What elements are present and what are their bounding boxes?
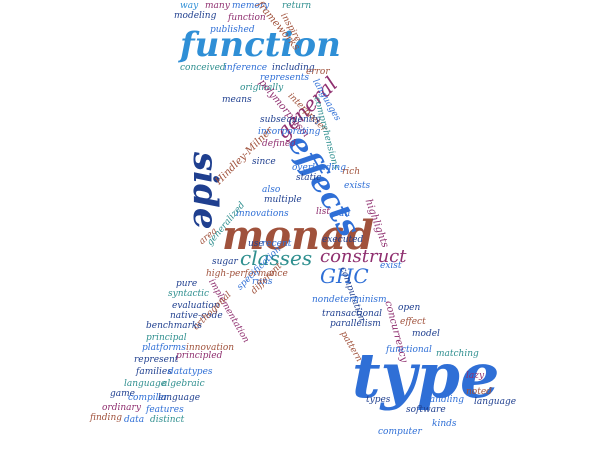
word-language: language xyxy=(158,393,201,403)
word-return: return xyxy=(282,1,312,11)
word-defined: defined xyxy=(262,139,296,149)
word-can: can xyxy=(334,209,351,219)
word-originally: originally xyxy=(240,83,284,93)
word-many: many xyxy=(205,1,230,11)
word-error: error xyxy=(306,67,330,77)
word-classes: classes xyxy=(240,246,313,270)
word-computer: computer xyxy=(378,427,422,437)
word-transactional: transactional xyxy=(322,309,383,319)
word-native-code: native-code xyxy=(170,311,223,321)
word-overloading: overloading xyxy=(292,163,346,173)
word-data: data xyxy=(124,415,145,425)
word-multiple: multiple xyxy=(264,195,302,205)
word-nondeterminism: nondeterminism xyxy=(312,295,387,305)
word-exist: exist xyxy=(380,261,402,271)
word-list: list xyxy=(316,207,330,217)
word-game: game xyxy=(110,389,135,399)
word-functional: functional xyxy=(386,345,432,355)
word-open: open xyxy=(398,303,421,313)
word-distinct: distinct xyxy=(150,415,185,425)
word-construct: construct xyxy=(320,246,407,267)
word-finding: finding xyxy=(90,413,122,423)
word-sugar: sugar xyxy=(212,257,238,267)
word-types: types xyxy=(366,395,391,405)
word-memory: memory xyxy=(232,1,270,11)
word-rich: rich xyxy=(342,167,361,177)
word-also: also xyxy=(262,185,281,195)
word-monad: monad xyxy=(222,212,374,259)
word-recent: recent xyxy=(262,239,292,249)
word-platforms: platforms xyxy=(142,343,186,353)
word-exists: exists xyxy=(344,181,371,191)
word-lazy: lazy xyxy=(466,371,485,381)
word-subsequently: subsequently xyxy=(260,115,321,125)
word-runs: runs xyxy=(252,277,273,287)
word-executed: executed xyxy=(322,235,364,245)
word-handling: handling xyxy=(424,395,465,405)
word-including: including xyxy=(272,63,315,73)
word-inference: inference xyxy=(224,63,268,73)
word-represents: represents xyxy=(260,73,309,83)
word-syntactic: syntactic xyxy=(168,289,210,299)
word-incorporating: incorporating xyxy=(258,127,321,137)
word-since: since xyxy=(252,157,276,167)
word-function: function xyxy=(180,25,341,65)
word-represent: represent xyxy=(134,355,179,365)
word-datatypes: datatypes xyxy=(168,367,213,377)
word-compiler: compiler xyxy=(128,393,169,403)
word-software: software xyxy=(406,405,446,415)
word-way: way xyxy=(180,1,199,11)
word-ghc: GHC xyxy=(320,264,369,288)
word-high-performance: high-performance xyxy=(206,269,288,279)
word-algebraic: algebraic xyxy=(162,379,205,389)
word-language: language xyxy=(474,397,517,407)
word-conceived: conceived xyxy=(180,63,226,73)
word-features: features xyxy=(146,405,184,415)
word-matching: matching xyxy=(436,349,479,359)
word-principled: principled xyxy=(176,351,223,361)
word-means: means xyxy=(222,95,252,105)
word-modeling: modeling xyxy=(174,11,217,21)
word-parallelism: parallelism xyxy=(330,319,381,329)
word-families: families xyxy=(136,367,172,377)
word-evaluation: evaluation xyxy=(172,301,220,311)
word-side: side xyxy=(185,152,225,230)
word-model: model xyxy=(412,329,440,339)
word-ordinary: ordinary xyxy=(102,403,141,413)
word-kinds: kinds xyxy=(432,419,457,429)
word-static: static xyxy=(296,173,322,183)
word-benchmarks: benchmarks xyxy=(146,321,202,331)
word-function: function xyxy=(228,13,266,23)
word-pure: pure xyxy=(176,279,198,289)
word-published: published xyxy=(210,25,255,35)
word-effect: effect xyxy=(400,317,426,327)
word-innovations: innovations xyxy=(236,209,289,219)
word-type: type xyxy=(352,339,500,412)
word-language: language xyxy=(124,379,167,389)
word-use: use xyxy=(248,239,264,249)
word-noted: noted xyxy=(466,387,492,397)
word-innovation: innovation xyxy=(186,343,235,353)
word-principal: principal xyxy=(146,333,187,343)
